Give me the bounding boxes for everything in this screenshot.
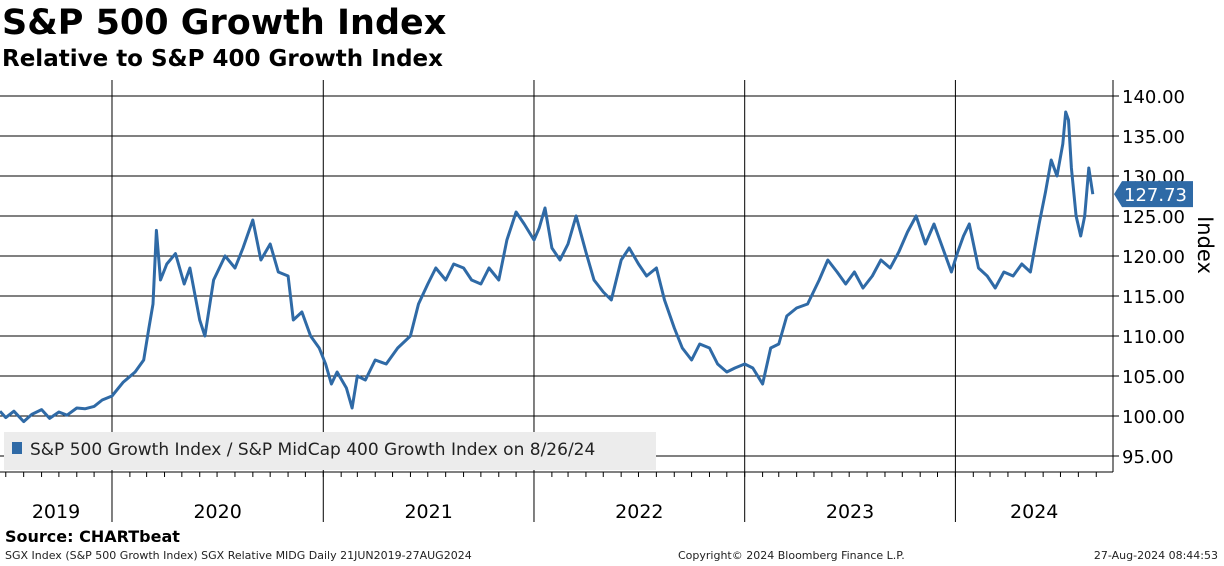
y-tick-label: 95.00 bbox=[1122, 447, 1174, 468]
y-tick-label: 120.00 bbox=[1122, 247, 1185, 268]
y-tick-label: 100.00 bbox=[1122, 407, 1185, 428]
footer-timestamp: 27-Aug-2024 08:44:53 bbox=[1093, 549, 1218, 562]
x-year-label: 2021 bbox=[404, 501, 452, 523]
source-note: Source: CHARTbeat bbox=[5, 527, 180, 546]
y-tick-label: 125.00 bbox=[1122, 207, 1185, 228]
y-tick-label: 140.00 bbox=[1122, 87, 1185, 108]
x-year-label: 2023 bbox=[826, 501, 874, 523]
x-year-label: 2022 bbox=[615, 501, 663, 523]
last-value-flag bbox=[1114, 181, 1193, 208]
footer-copyright: Copyright© 2024 Bloomberg Finance L.P. bbox=[678, 549, 905, 562]
y-tick-label: 110.00 bbox=[1122, 327, 1185, 348]
last-value-label: 127.73 bbox=[1124, 185, 1187, 206]
y-tick-label: 115.00 bbox=[1122, 287, 1185, 308]
page-subtitle: Relative to S&P 400 Growth Index bbox=[2, 46, 443, 72]
x-year-label: 2020 bbox=[193, 501, 241, 523]
footer-info: SGX Index (S&P 500 Growth Index) SGX Rel… bbox=[5, 549, 472, 562]
legend-box bbox=[4, 432, 656, 470]
series-line bbox=[0, 110, 1095, 424]
y-tick-label: 135.00 bbox=[1122, 127, 1185, 148]
legend-swatch bbox=[12, 442, 22, 454]
x-year-label: 2024 bbox=[1010, 501, 1058, 523]
x-year-label: 2019 bbox=[32, 501, 80, 523]
page-title: S&P 500 Growth Index bbox=[2, 3, 447, 43]
legend-label: S&P 500 Growth Index / S&P MidCap 400 Gr… bbox=[30, 440, 595, 460]
y-axis-label: Index bbox=[1193, 216, 1217, 274]
y-tick-label: 105.00 bbox=[1122, 367, 1185, 388]
